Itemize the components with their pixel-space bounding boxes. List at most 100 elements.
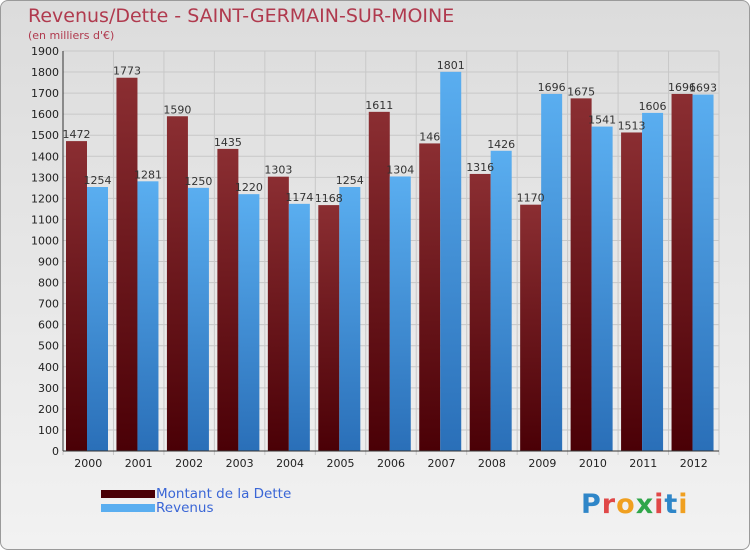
bar-dette-2005 [318, 205, 340, 451]
bar-dette-2010 [570, 98, 592, 452]
legend-label-dette: Montant de la Dette [156, 486, 292, 502]
y-tick-label: 800 [38, 277, 59, 290]
bar-revenus-2005 [339, 187, 361, 451]
data-label-revenus-2012: 1693 [689, 82, 717, 95]
x-tick-label: 2010 [579, 457, 607, 470]
y-tick-label: 400 [38, 361, 59, 374]
data-label-revenus-2004: 1174 [285, 191, 313, 204]
bar-revenus-2012 [692, 94, 714, 451]
data-label-dette-2001: 1773 [113, 65, 141, 78]
logo-letter: i [654, 489, 665, 520]
x-tick-label: 2002 [175, 457, 203, 470]
data-label-dette-2000: 1472 [63, 128, 91, 141]
data-label-dette-2006: 1611 [365, 99, 393, 112]
data-label-dette-2010: 1675 [567, 85, 595, 98]
bar-dette-2006 [368, 111, 390, 451]
y-tick-label: 1200 [31, 192, 59, 205]
y-tick-label: 1600 [31, 108, 59, 121]
logo-letter: P [581, 489, 602, 520]
bar-revenus-2000 [87, 187, 108, 451]
y-tick-label: 1800 [31, 66, 59, 79]
bar-revenus-2003 [238, 194, 260, 451]
data-label-dette-2004: 1303 [264, 164, 292, 177]
data-label-revenus-2009: 1696 [538, 81, 566, 94]
data-label-dette-2002: 1590 [163, 103, 191, 116]
x-tick-label: 2006 [377, 457, 405, 470]
bars [66, 71, 714, 452]
logo-letter: t [664, 489, 679, 520]
y-tick-label: 300 [38, 382, 59, 395]
logo-letter: o [616, 489, 636, 520]
x-tick-label: 2005 [327, 457, 355, 470]
x-tick-label: 2007 [427, 457, 455, 470]
data-label-revenus-2011: 1606 [639, 100, 667, 113]
y-tick-label: 700 [38, 298, 59, 311]
bar-dette-2009 [520, 204, 542, 451]
bar-dette-2003 [217, 148, 239, 452]
bar-dette-2001 [116, 77, 138, 451]
y-tick-label: 1400 [31, 150, 59, 163]
y-tick-label: 600 [38, 319, 59, 332]
bar-revenus-2008 [490, 150, 512, 451]
legend-swatch-dette [101, 490, 155, 498]
logo-letter: r [601, 489, 617, 520]
data-label-revenus-2002: 1250 [184, 175, 212, 188]
bar-dette-2012 [671, 93, 693, 452]
data-label-dette-2008: 1316 [466, 161, 494, 174]
data-label-revenus-2005: 1254 [336, 174, 364, 187]
bar-revenus-2010 [591, 126, 613, 451]
x-tick-label: 2008 [478, 457, 506, 470]
y-tick-label: 100 [38, 424, 59, 437]
y-tick-label: 1000 [31, 234, 59, 247]
logo-letter: i [678, 489, 689, 520]
legend-label-revenus: Revenus [156, 500, 214, 516]
y-tick-label: 200 [38, 403, 59, 416]
y-tick-label: 1700 [31, 87, 59, 100]
data-label-revenus-2001: 1281 [134, 168, 162, 181]
bar-revenus-2002 [187, 187, 209, 451]
data-label-dette-2011: 1513 [618, 119, 646, 132]
chart-subtitle: (en milliers d'€) [28, 29, 115, 42]
y-tick-label: 1900 [31, 45, 59, 58]
x-tick-label: 2000 [74, 457, 102, 470]
bar-dette-2000 [66, 141, 87, 451]
data-label-revenus-2000: 1254 [84, 174, 112, 187]
bar-revenus-2009 [541, 93, 563, 452]
data-label-dette-2007: 146 [419, 130, 440, 143]
data-label-revenus-2010: 1541 [588, 114, 616, 127]
proxiti-logo: Proxiti [581, 489, 689, 520]
data-label-revenus-2008: 1426 [487, 138, 515, 151]
bar-dette-2007 [419, 143, 441, 451]
legend-swatch-revenus [101, 504, 155, 512]
data-label-dette-2005: 1168 [315, 192, 343, 205]
data-label-revenus-2007: 1801 [437, 59, 465, 72]
y-tick-label: 900 [38, 256, 59, 269]
y-tick-label: 1300 [31, 171, 59, 184]
x-tick-label: 2011 [629, 457, 657, 470]
bar-dette-2004 [267, 176, 289, 451]
x-tick-label: 2004 [276, 457, 304, 470]
bar-revenus-2006 [389, 176, 411, 451]
bar-revenus-2007 [440, 71, 462, 451]
x-tick-label: 2012 [680, 457, 708, 470]
y-tick-label: 0 [52, 445, 59, 458]
chart-title: Revenus/Dette - SAINT-GERMAIN-SUR-MOINE [28, 5, 455, 27]
data-label-revenus-2006: 1304 [386, 163, 414, 176]
axes: 0 100 200 300 400 500 600 700 800 900 1000 1100 1200… [31, 45, 719, 470]
data-label-dette-2003: 1435 [214, 136, 242, 149]
bar-dette-2011 [621, 132, 643, 451]
x-tick-label: 2003 [226, 457, 254, 470]
bar-dette-2008 [469, 173, 491, 451]
y-tick-label: 1500 [31, 129, 59, 142]
x-tick-label: 2009 [528, 457, 556, 470]
bar-dette-2002 [166, 116, 188, 452]
logo-letter: x [635, 489, 655, 520]
y-tick-label: 1100 [31, 213, 59, 226]
data-label-dette-2009: 1170 [517, 192, 545, 205]
y-tick-label: 500 [38, 340, 59, 353]
data-label-dette-2012: 1696 [668, 81, 696, 94]
bar-revenus-2011 [642, 112, 664, 451]
